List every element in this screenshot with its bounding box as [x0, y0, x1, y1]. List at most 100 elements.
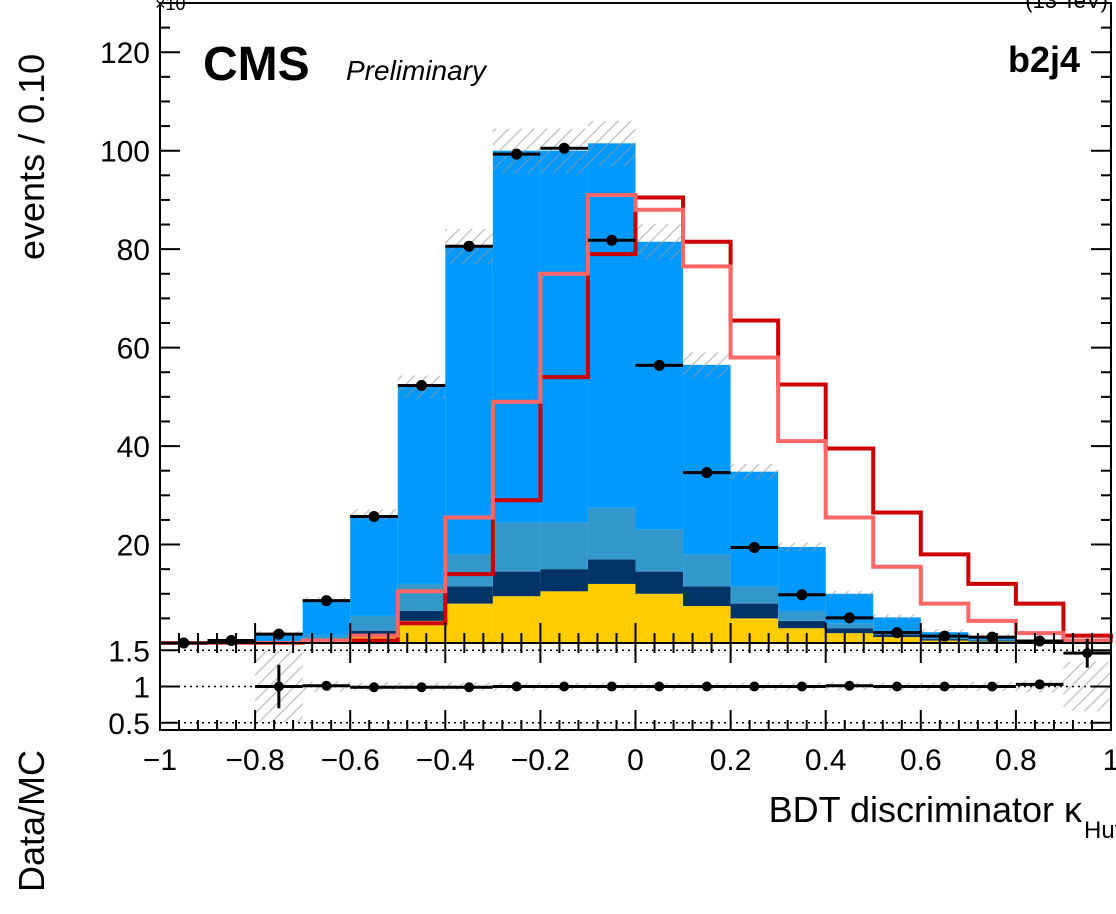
ratio-point	[987, 681, 998, 692]
signal-lines	[160, 193, 1113, 645]
stack-bar	[445, 554, 493, 587]
stack-bar	[778, 611, 826, 621]
ratio-y-tick-label: 1	[133, 672, 150, 705]
data-point	[558, 142, 570, 154]
ratio-point	[368, 682, 379, 693]
stack-bar	[445, 603, 493, 643]
data-point	[320, 595, 332, 607]
stack-bar	[540, 150, 588, 523]
stack-bar	[635, 593, 684, 643]
ratio-point	[559, 681, 570, 692]
ratio-point	[844, 680, 855, 691]
ratio-point	[892, 681, 903, 692]
stack-bar	[350, 515, 398, 616]
stack-bar	[778, 628, 826, 643]
stack-bar	[825, 623, 874, 629]
ratio-y-axis-title: Data/MC	[11, 750, 52, 892]
data-point	[511, 148, 523, 160]
stack-bar	[730, 603, 779, 619]
data-point	[748, 541, 760, 553]
ratio-point	[1034, 679, 1045, 690]
x-tick-label: 0.6	[900, 744, 942, 777]
ratio-point	[606, 681, 617, 692]
ratio-point	[321, 680, 332, 691]
data-point	[891, 627, 903, 639]
data-point	[273, 628, 285, 640]
x-tick-label: 0.4	[805, 744, 847, 777]
stack-bar	[540, 522, 588, 570]
stack-bar	[635, 529, 684, 572]
x-tick-label: 1	[1103, 744, 1116, 777]
stack-bar	[683, 364, 731, 555]
stack-bar	[920, 640, 969, 643]
data-point	[416, 380, 428, 392]
ratio-point	[654, 681, 665, 692]
ratio-point	[273, 681, 284, 692]
stack-bar	[445, 246, 493, 555]
stack-bar	[302, 635, 351, 641]
data-point	[843, 612, 855, 624]
uncertainty-hatch	[635, 223, 684, 260]
y-tick-label: 120	[100, 37, 150, 70]
y-axis-title: events / 0.10	[11, 54, 52, 260]
data-point	[986, 631, 998, 643]
y-tick-label: 60	[117, 333, 150, 366]
category-label: b2j4	[1008, 39, 1080, 80]
stack-bar	[397, 611, 446, 621]
stack-bar	[350, 630, 398, 636]
stack-bar	[540, 569, 588, 592]
uncertainty-hatch	[873, 614, 921, 621]
stack-bar	[730, 618, 779, 643]
stack-bar	[635, 571, 684, 594]
stack-bar	[540, 591, 588, 643]
ratio-point	[416, 682, 427, 693]
stack-bar	[683, 606, 731, 643]
signal-line	[160, 195, 1113, 645]
stack-bar	[492, 596, 541, 643]
exponent-label: ×10	[155, 0, 186, 14]
stack-bar	[397, 387, 446, 584]
stack-bar	[635, 241, 684, 530]
data-point	[653, 359, 665, 371]
x-tick-label: −0.6	[321, 744, 380, 777]
stack-bar	[730, 471, 779, 587]
stack-bar	[492, 571, 541, 597]
uncertainty-hatch	[587, 120, 636, 166]
ratio-point	[1082, 648, 1093, 659]
stack-bar	[350, 615, 398, 631]
ratio-point	[511, 681, 522, 692]
x-axis-title-subscript: Hut	[1084, 817, 1116, 844]
ratio-point	[796, 681, 807, 692]
uncertainty-hatch	[730, 463, 779, 480]
stack-bar	[683, 554, 731, 587]
data-point	[939, 630, 951, 642]
stack-bar	[587, 559, 636, 584]
stack-bar	[445, 586, 493, 604]
stack-bar	[587, 507, 636, 560]
data-point	[701, 467, 713, 479]
stack-bar	[683, 586, 731, 607]
stack-bar	[730, 586, 779, 604]
ratio-y-tick-label: 0.5	[108, 708, 150, 741]
x-tick-label: −0.4	[416, 744, 475, 777]
x-tick-label: −0.2	[511, 744, 570, 777]
ratio-point	[701, 681, 712, 692]
stack-bars	[207, 143, 1064, 643]
stack-bar	[587, 143, 636, 508]
y-tick-label: 80	[117, 234, 150, 267]
lumi-label: (13 TeV)	[1025, 0, 1108, 13]
uncertainty-hatch	[778, 542, 826, 552]
stack-bar	[778, 547, 826, 611]
cms-label: CMS	[203, 38, 310, 91]
stack-bar	[873, 637, 921, 643]
y-tick-label: 100	[100, 136, 150, 169]
stack-bar	[492, 150, 541, 523]
uncertainty-hatch	[683, 352, 731, 378]
signal-line	[160, 193, 1113, 645]
ratio-point	[749, 681, 760, 692]
x-tick-label: 0.2	[710, 744, 752, 777]
ratio-axes: 0.511.5−1 −0.8 −0.6 −0.4 −0.2 0 0.2 0.4 0.6 0.8 1	[108, 635, 1116, 777]
y-tick-label: 40	[117, 431, 150, 464]
data-point	[606, 234, 618, 246]
